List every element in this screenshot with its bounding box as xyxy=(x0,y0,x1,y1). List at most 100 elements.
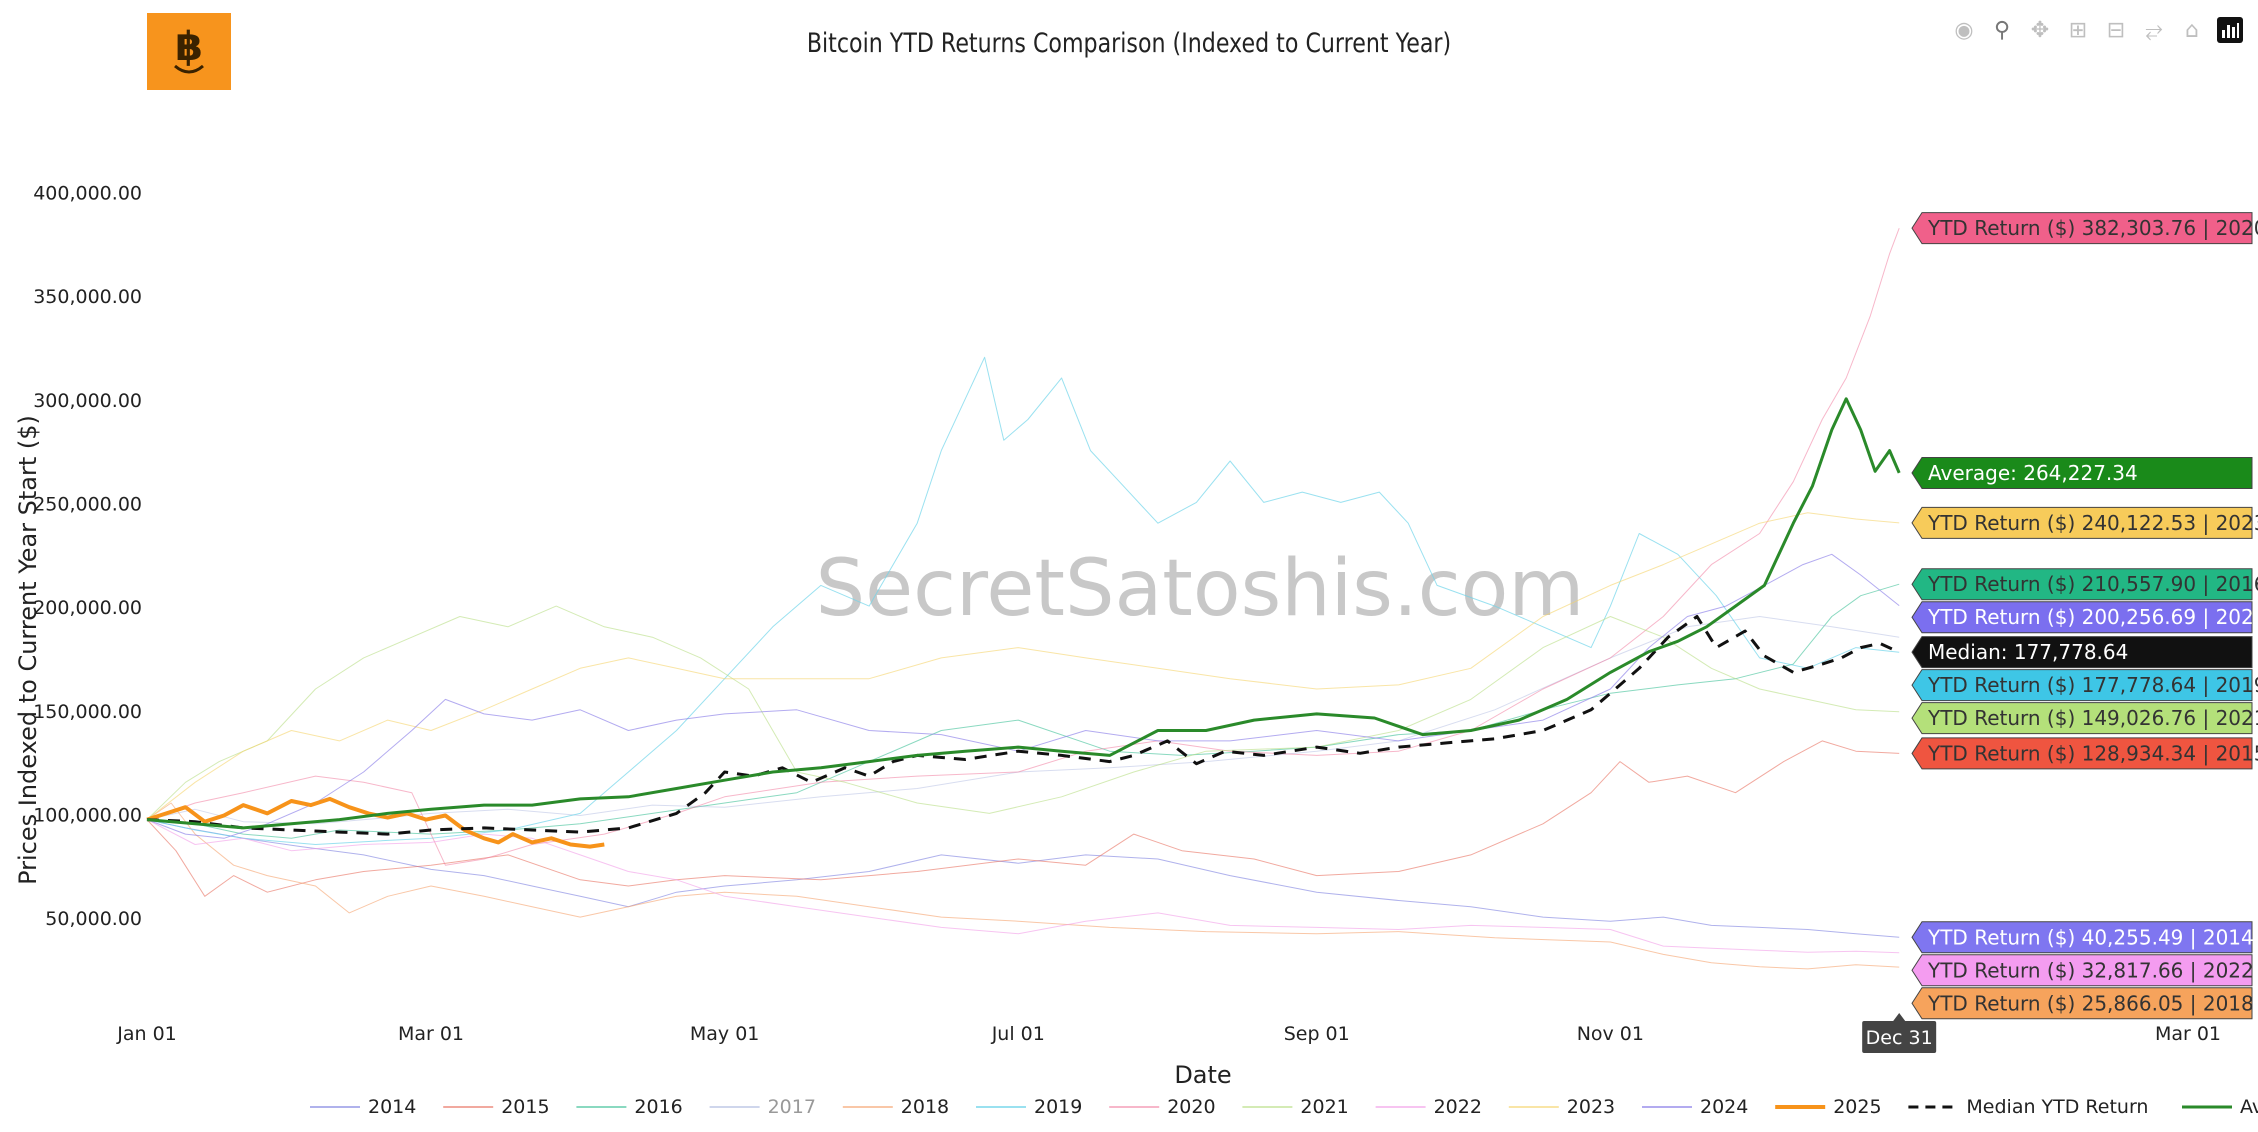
legend-item: 2019 xyxy=(976,1096,1082,1118)
series-line-2023 xyxy=(146,512,1900,820)
zoom-icon[interactable]: ⚲ xyxy=(1993,17,2011,43)
end-annotations: YTD Return ($) 382,303.76 | 2020 Average:… xyxy=(1911,212,2258,1020)
annotation-text: YTD Return ($) 32,817.66 | 2022 xyxy=(1927,958,2254,982)
legend-item: 2017 xyxy=(709,1096,816,1118)
legend-item: 2023 xyxy=(1508,1096,1615,1118)
watermark: SecretSatoshis.com xyxy=(816,544,1585,634)
autoscale-icon[interactable]: ⥂ xyxy=(2145,17,2163,43)
annotation-text: Average: 264,227.34 xyxy=(1928,461,2138,485)
legend-label: 2019 xyxy=(1034,1096,1082,1118)
legend-label: 2025 xyxy=(1833,1096,1881,1118)
annotation-box xyxy=(1911,601,2253,634)
home-icon[interactable]: ⌂ xyxy=(2185,17,2199,43)
y-tick-label: 150,000.00 xyxy=(33,701,142,723)
legend-label: Median YTD Return xyxy=(1966,1096,2148,1118)
x-tick-label: Jul 01 xyxy=(991,1023,1045,1045)
annotation-box xyxy=(1911,921,2253,954)
legend-label: 2018 xyxy=(901,1096,949,1118)
hover-x-pointer xyxy=(1893,1013,1906,1021)
annotation-box xyxy=(1911,987,2253,1020)
annotation-label: YTD Return ($) 240,122.53 | 2023 xyxy=(1911,506,2258,539)
legend-item: 2016 xyxy=(576,1096,683,1118)
series-line-2024 xyxy=(146,553,1900,839)
y-tick-label: 100,000.00 xyxy=(33,804,142,826)
legend-item: Median YTD Return xyxy=(1908,1096,2148,1118)
legend-label: 2023 xyxy=(1567,1096,1615,1118)
camera-icon[interactable]: ◉ xyxy=(1954,17,1974,43)
annotation-text: YTD Return ($) 240,122.53 | 2023 xyxy=(1927,511,2258,535)
annotation-text: YTD Return ($) 25,866.05 | 2018 xyxy=(1927,991,2254,1015)
zoom-out-icon[interactable]: ⊟ xyxy=(2106,17,2126,43)
legend-item: 2021 xyxy=(1242,1096,1349,1118)
x-tick-label: Mar 01 xyxy=(398,1023,464,1045)
y-tick-label: 200,000.00 xyxy=(33,597,142,619)
annotation-label: Median: 177,778.64 xyxy=(1911,636,2253,669)
series-lines xyxy=(146,228,1901,970)
bitcoin-face-icon: ฿ xyxy=(174,24,204,73)
x-tick-label: Jan 01 xyxy=(116,1023,177,1045)
legend-item: Average YTD Return xyxy=(2182,1096,2258,1118)
annotation-label: Average: 264,227.34 xyxy=(1911,456,2253,489)
hover-x-box xyxy=(1862,1021,1937,1053)
annotation-label: YTD Return ($) 25,866.05 | 2018 xyxy=(1911,987,2254,1020)
legend-item: 2020 xyxy=(1109,1096,1216,1118)
x-tick-label: Mar 01 xyxy=(2155,1023,2221,1045)
legend[interactable]: 2014 2015 2016 2017 2018 2019 2020 2021 2022 2023… xyxy=(310,1096,2258,1118)
annotation-box xyxy=(1911,506,2253,539)
series-line-2014 xyxy=(146,819,1900,938)
legend-item: 2015 xyxy=(443,1096,550,1118)
series-line-2015 xyxy=(146,740,1900,897)
annotation-label: YTD Return ($) 177,778.64 | 2019 xyxy=(1911,669,2258,702)
annotation-label: YTD Return ($) 128,934.34 | 2015 xyxy=(1911,737,2258,770)
y-axis-title: Prices Indexed to Current Year Start ($) xyxy=(14,415,42,885)
legend-item: 2025 xyxy=(1775,1096,1882,1118)
y-tick-label: 300,000.00 xyxy=(33,390,142,412)
y-tick-label: 350,000.00 xyxy=(33,286,142,308)
hover-x-text: Dec 31 xyxy=(1866,1027,1933,1049)
legend-item: 2018 xyxy=(842,1096,949,1118)
legend-label: 2020 xyxy=(1167,1096,1215,1118)
annotation-text: YTD Return ($) 40,255.49 | 2014 xyxy=(1927,925,2254,949)
chart-title: Bitcoin YTD Returns Comparison (Indexed … xyxy=(806,28,1452,59)
annotation-box xyxy=(1911,212,2253,245)
annotation-box xyxy=(1911,954,2253,987)
annotation-label: YTD Return ($) 200,256.69 | 2024 xyxy=(1911,601,2258,634)
annotation-label: YTD Return ($) 149,026.76 | 2021 xyxy=(1911,702,2258,735)
annotation-box xyxy=(1911,456,2253,489)
y-tick-label: 250,000.00 xyxy=(33,493,142,515)
annotation-label: YTD Return ($) 210,557.90 | 2016 xyxy=(1911,568,2258,601)
x-axis: Jan 01 Mar 01 May 01 Jul 01 Sep 01 Nov 01 Mar … xyxy=(116,1023,2221,1045)
annotation-box xyxy=(1911,702,2253,735)
annotation-label: YTD Return ($) 382,303.76 | 2020 xyxy=(1911,212,2258,245)
x-tick-label: Sep 01 xyxy=(1284,1023,1350,1045)
x-tick-label: Nov 01 xyxy=(1577,1023,1644,1045)
legend-label: 2022 xyxy=(1434,1096,1482,1118)
x-axis-title: Date xyxy=(1174,1061,1231,1089)
annotation-box xyxy=(1911,669,2253,702)
legend-label: 2017 xyxy=(768,1096,816,1118)
legend-label: 2024 xyxy=(1700,1096,1748,1118)
series-line-2017 xyxy=(146,616,1900,825)
y-tick-label: 400,000.00 xyxy=(33,182,142,204)
modebar: ◉ ⚲ ✥ ⊞ ⊟ ⥂ ⌂ xyxy=(1950,16,2244,44)
logo-glyph: ฿ xyxy=(175,24,203,70)
legend-label: 2014 xyxy=(368,1096,416,1118)
series-line-2019 xyxy=(146,356,1900,845)
series-line-2020 xyxy=(146,228,1900,866)
annotation-text: Median: 177,778.64 xyxy=(1928,640,2128,664)
series-line-2022 xyxy=(146,819,1900,954)
series-line-2025 xyxy=(146,796,605,849)
annotation-text: YTD Return ($) 210,557.90 | 2016 xyxy=(1927,572,2258,596)
annotation-box xyxy=(1911,737,2253,770)
annotation-text: YTD Return ($) 382,303.76 | 2020 xyxy=(1927,216,2258,240)
brand-logo: ฿ xyxy=(147,13,231,90)
zoom-in-icon[interactable]: ⊞ xyxy=(2068,17,2088,43)
series-line-average-ytd-return xyxy=(146,397,1901,830)
legend-item: 2014 xyxy=(310,1096,416,1118)
pan-icon[interactable]: ✥ xyxy=(2030,17,2050,43)
plotly-logo-icon[interactable] xyxy=(2216,16,2244,44)
y-axis: 50,000.00 100,000.00 150,000.00 200,000.00 2… xyxy=(33,182,142,930)
series-line-median-ytd-return xyxy=(146,615,1900,836)
annotation-label: YTD Return ($) 32,817.66 | 2022 xyxy=(1911,954,2254,987)
